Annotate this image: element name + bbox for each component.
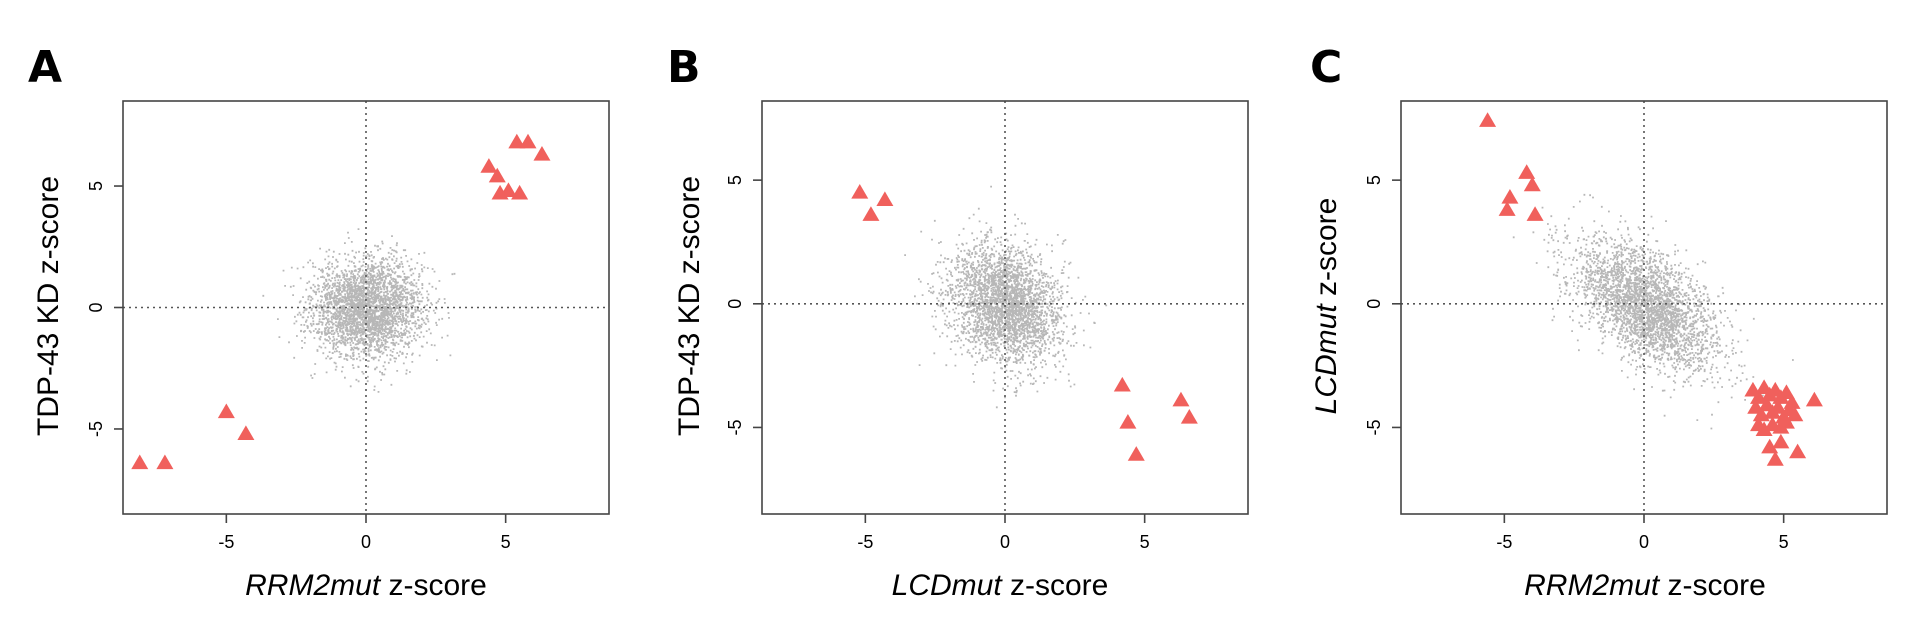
highlighted-triangle-point	[519, 133, 537, 149]
panel-a: A -5 0 5 -5 0 5 RRM2mut z-score TDP-43 KD z-s…	[28, 42, 610, 602]
highlighted-triangle-point	[480, 158, 498, 173]
x-tick-label: -5	[1496, 532, 1512, 552]
highlighted-triangle-point	[1119, 413, 1137, 429]
axes: -5 0 5 -5 0 5	[725, 100, 1249, 552]
highlighted-triangle-point	[1769, 399, 1787, 414]
highlighted-triangle-point	[1783, 394, 1801, 409]
highlighted-triangle-point	[1786, 406, 1804, 422]
x-axis-title: LCDmut z-score	[892, 569, 1109, 602]
highlighted-triangle-point	[511, 184, 529, 200]
highlighted-points	[1479, 112, 1823, 466]
highlighted-triangle-point	[499, 182, 517, 198]
highlighted-triangle-point	[488, 167, 506, 183]
panel-label-c: C	[1310, 42, 1342, 93]
highlighted-triangle-point	[508, 133, 526, 149]
highlighted-triangle-point	[1113, 376, 1131, 392]
highlighted-triangle-point	[1805, 391, 1823, 407]
highlighted-triangle-point	[1777, 413, 1795, 429]
x-tick-label: 0	[1639, 532, 1649, 552]
x-tick-label: 5	[1140, 532, 1150, 552]
highlighted-triangle-point	[1498, 201, 1516, 216]
y-tick-label: 0	[1364, 299, 1384, 309]
background-points	[1512, 193, 1794, 430]
axes: -5 0 5 -5 0 5	[1364, 100, 1888, 552]
y-axis-title: TDP-43 KD z-score	[673, 176, 706, 436]
background-points	[262, 228, 456, 393]
highlighted-triangle-point	[217, 403, 235, 419]
highlighted-triangle-point	[1526, 206, 1544, 221]
background-points	[904, 185, 1108, 409]
x-tick-label: -5	[857, 532, 873, 552]
panel-c: C -5 0 5 -5 0 5 RRM2mut z-score LCDmut z-scor…	[1310, 42, 1888, 602]
highlighted-triangle-point	[1789, 443, 1807, 459]
highlighted-triangle-point	[237, 425, 255, 440]
y-tick-label: 5	[1364, 175, 1384, 185]
highlighted-points	[131, 133, 551, 470]
highlighted-triangle-point	[1772, 433, 1790, 449]
highlighted-triangle-point	[1777, 384, 1795, 399]
y-tick-label: 0	[725, 299, 745, 309]
highlighted-triangle-point	[1501, 188, 1519, 204]
y-axis-title: LCDmut z-score	[1310, 198, 1343, 415]
highlighted-triangle-point	[156, 454, 174, 470]
background-point-cloud	[904, 185, 1108, 409]
y-tick-label: -5	[725, 419, 745, 435]
x-tick-label: 5	[501, 532, 511, 552]
y-axis-title: TDP-43 KD z-score	[32, 176, 65, 436]
highlighted-triangle-point	[851, 184, 869, 199]
x-tick-label: 5	[1779, 532, 1789, 552]
highlighted-points	[851, 184, 1198, 461]
y-tick-label: -5	[1364, 419, 1384, 435]
axes: -5 0 5 -5 0 5	[86, 100, 610, 552]
y-tick-label: 5	[86, 181, 106, 191]
y-tick-label: -5	[86, 421, 106, 437]
highlighted-triangle-point	[131, 454, 149, 470]
highlighted-triangle-point	[1127, 446, 1145, 461]
x-axis-title: RRM2mut z-score	[245, 569, 487, 602]
highlighted-triangle-point	[533, 145, 551, 161]
highlighted-triangle-point	[1172, 391, 1190, 407]
x-tick-label: 0	[361, 532, 371, 552]
highlighted-triangle-point	[1523, 176, 1541, 192]
background-point-cloud	[1512, 193, 1794, 430]
highlighted-triangle-point	[1766, 451, 1784, 466]
highlighted-triangle-point	[1479, 112, 1497, 127]
highlighted-triangle-point	[862, 206, 880, 221]
x-tick-label: 0	[1000, 532, 1010, 552]
panel-label-a: A	[28, 42, 62, 93]
panel-b: B -5 0 5 -5 0 5 LCDmut z-score TDP-43 KD z-sc…	[667, 42, 1249, 602]
highlighted-triangle-point	[1761, 438, 1779, 454]
panel-label-b: B	[667, 42, 701, 93]
x-axis-title: RRM2mut z-score	[1524, 569, 1766, 602]
highlighted-triangle-point	[1518, 164, 1536, 179]
y-tick-label: 5	[725, 175, 745, 185]
y-tick-label: 0	[86, 302, 106, 312]
x-tick-label: -5	[218, 532, 234, 552]
highlighted-triangle-point	[876, 191, 894, 207]
highlighted-triangle-point	[1180, 409, 1198, 424]
highlighted-triangle-point	[1755, 421, 1773, 437]
background-point-cloud	[262, 228, 456, 393]
